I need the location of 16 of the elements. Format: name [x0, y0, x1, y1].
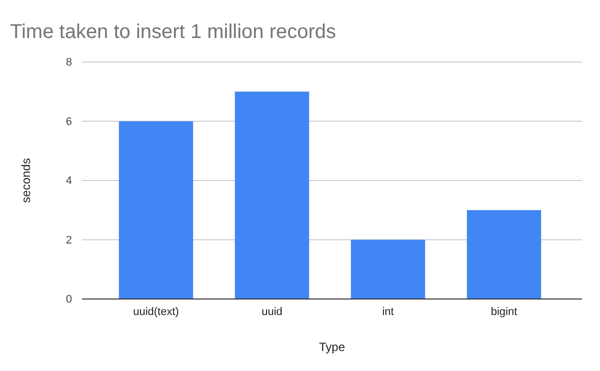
- bar: [234, 92, 310, 299]
- y-tick-label: 2: [66, 234, 72, 246]
- y-tick-label: 6: [66, 116, 72, 128]
- y-tick-label: 8: [66, 56, 72, 69]
- x-tick-label: uuid(text): [133, 306, 179, 318]
- x-tick-label: uuid: [262, 306, 282, 318]
- bar: [466, 210, 542, 299]
- y-axis-title: seconds: [19, 158, 33, 203]
- bar: [118, 121, 194, 299]
- x-tick-label: int: [382, 306, 394, 318]
- x-tick-label: bigint: [490, 306, 518, 318]
- bar: [350, 240, 426, 299]
- chart-title: Time taken to insert 1 million records: [10, 21, 336, 43]
- y-tick-label: 0: [66, 294, 72, 306]
- y-tick-label: 4: [66, 175, 72, 188]
- x-axis-title: Type: [318, 340, 346, 354]
